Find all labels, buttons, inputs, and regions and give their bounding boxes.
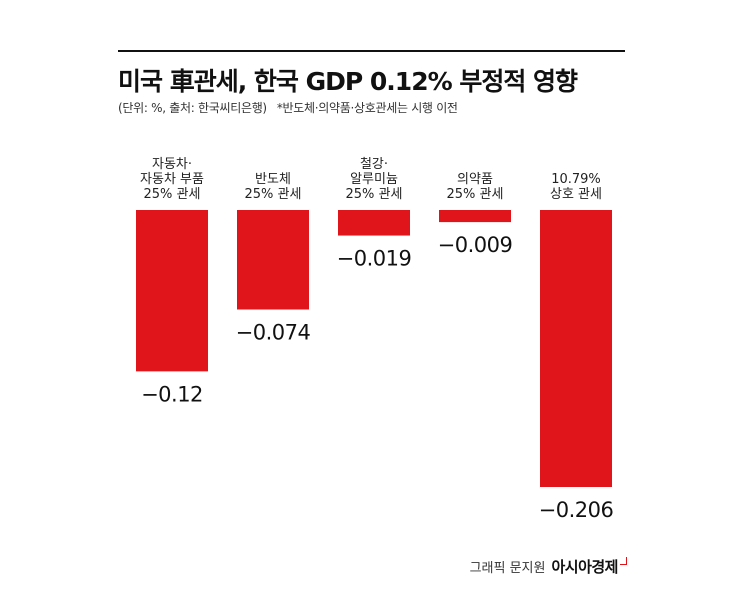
category-label-0-0: 자동차· [152, 157, 192, 172]
chart-subtitle: (단위: %, 출처: 한국씨티은행) *반도체·의약품·상호관세는 시행 이전 [118, 99, 458, 116]
category-label-4-0: 10.79% [551, 172, 601, 187]
data-label-4: −0.206 [539, 498, 614, 522]
chart-title: 미국 車관세, 한국 GDP 0.12% 부정적 영향 [118, 67, 578, 96]
bar-4 [540, 210, 612, 487]
category-label-2-2: 25% 관세 [346, 187, 403, 202]
top-rule [118, 50, 625, 52]
category-label-4-1: 상호 관세 [550, 187, 602, 202]
data-label-3: −0.009 [438, 233, 513, 257]
brand-mark-icon [620, 557, 627, 565]
bar-2 [338, 210, 410, 236]
category-label-1-1: 25% 관세 [245, 187, 302, 202]
credit: 그래픽 문지원 아시아경제 [470, 556, 627, 577]
category-label-2-1: 알루미늄 [350, 172, 398, 187]
category-label-2-0: 철강· [360, 157, 388, 172]
category-label-3-1: 25% 관세 [447, 187, 504, 202]
bar-0 [136, 210, 208, 372]
category-label-0-1: 자동차 부품 [140, 172, 204, 187]
data-label-1: −0.074 [236, 321, 311, 345]
category-label-1-0: 반도체 [255, 172, 291, 187]
bar-3 [439, 210, 511, 223]
bar-1 [237, 210, 309, 310]
graphic-credit: 그래픽 문지원 [469, 561, 546, 576]
data-label-0: −0.12 [141, 382, 203, 406]
category-label-0-2: 25% 관세 [144, 187, 201, 202]
brand-name: 아시아경제 [551, 558, 618, 576]
brand-logo: 아시아경제 [551, 556, 627, 577]
data-label-2: −0.019 [337, 247, 412, 271]
source-note: (단위: %, 출처: 한국씨티은행) [118, 101, 267, 115]
category-label-3-0: 의약품 [457, 172, 493, 187]
footnote: *반도체·의약품·상호관세는 시행 이전 [276, 101, 458, 115]
